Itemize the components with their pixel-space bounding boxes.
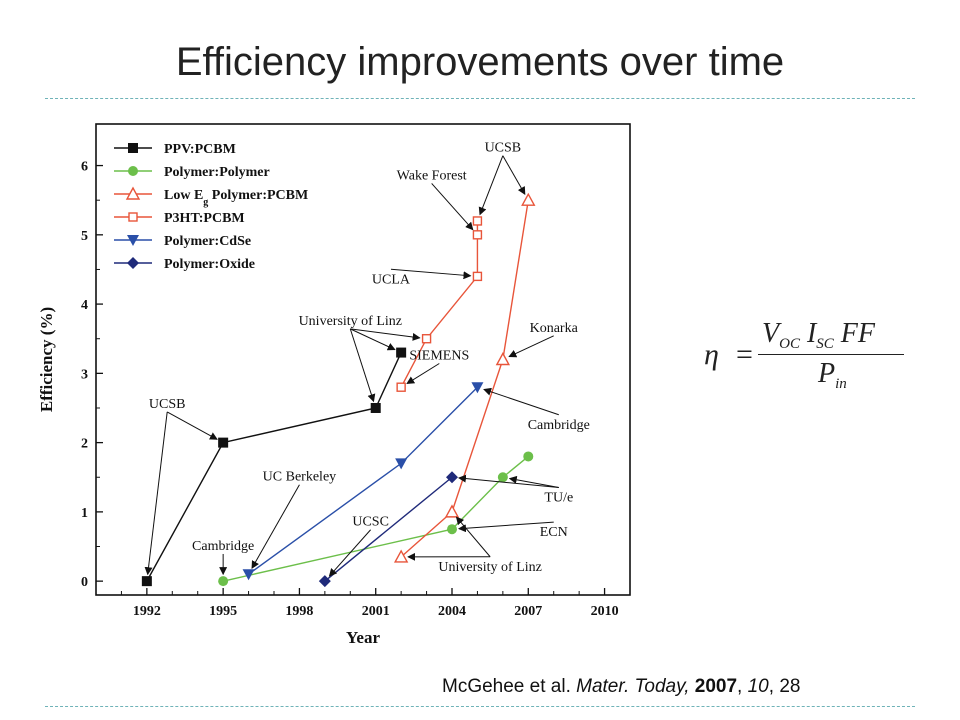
annotation-label: UCSB bbox=[485, 141, 522, 156]
legend-marker bbox=[128, 143, 138, 153]
y-tick-label: 2 bbox=[81, 437, 88, 452]
x-tick-label: 1995 bbox=[209, 604, 237, 619]
annotation-label: University of Linz bbox=[299, 314, 402, 329]
annotation-label: TU/e bbox=[544, 490, 573, 505]
x-tick-label: 2010 bbox=[591, 604, 619, 619]
data-point-ppv-pcbm bbox=[370, 402, 381, 413]
x-tick-label: 2007 bbox=[514, 604, 542, 619]
data-point-low-e bbox=[521, 192, 536, 206]
x-axis-label: Year bbox=[346, 628, 380, 647]
formula-numerator: VOC ISC FF bbox=[762, 318, 876, 352]
efficiency-formula: η = VOC ISC FF Pin bbox=[700, 318, 910, 398]
y-tick-label: 3 bbox=[81, 367, 88, 382]
y-axis-label: Efficiency (%) bbox=[37, 307, 56, 412]
annotation-label: UC Berkeley bbox=[263, 470, 336, 485]
annotation-arrow bbox=[251, 484, 300, 570]
annotation-label: UCSB bbox=[149, 397, 186, 412]
y-tick-label: 6 bbox=[81, 160, 88, 175]
annotation-label: SIEMENS bbox=[409, 349, 469, 364]
data-point-p3ht-pcbm bbox=[396, 382, 406, 392]
y-tick-label: 1 bbox=[81, 506, 88, 521]
legend-label: Polymer:CdSe bbox=[164, 234, 251, 249]
data-point-p3ht-pcbm bbox=[472, 271, 483, 282]
citation: McGehee et al. Mater. Today, 2007, 10, 2… bbox=[442, 676, 801, 697]
annotation-arrow bbox=[349, 328, 376, 403]
data-point-low-e bbox=[393, 549, 409, 563]
annotation-arrow bbox=[406, 363, 440, 385]
data-point-polymer-oxide bbox=[318, 575, 331, 588]
annotation-arrow bbox=[478, 155, 504, 216]
series-line-polymer-oxide bbox=[324, 476, 453, 582]
legend-marker bbox=[128, 166, 138, 176]
data-point-polymer-cdse bbox=[242, 569, 255, 581]
y-tick-label: 5 bbox=[81, 229, 88, 244]
plot-frame bbox=[95, 123, 631, 596]
x-tick-label: 2001 bbox=[362, 604, 390, 619]
legend-label: P3HT:PCBM bbox=[164, 211, 245, 226]
annotation-arrow bbox=[502, 155, 526, 195]
y-tick-label: 4 bbox=[81, 298, 88, 313]
annotation-arrow bbox=[508, 475, 559, 488]
data-point-ppv-pcbm bbox=[396, 347, 407, 358]
legend-marker bbox=[125, 186, 141, 200]
data-point-polymer-polymer bbox=[447, 524, 457, 535]
x-tick-label: 2004 bbox=[438, 604, 466, 619]
series-line-low-e bbox=[400, 200, 529, 558]
annotation-arrow bbox=[455, 516, 491, 558]
annotation-arrow bbox=[390, 268, 472, 280]
legend-marker bbox=[127, 257, 139, 269]
annotation-arrow bbox=[508, 335, 554, 358]
data-point-polymer-cdse bbox=[471, 382, 484, 394]
annotation-arrow bbox=[431, 183, 474, 231]
data-point-polymer-polymer bbox=[218, 576, 229, 587]
efficiency-chart: 1992 1995 1998 2001 2004 2007 2010 0 1 2 3 4 5 6 Year E… bbox=[37, 123, 631, 647]
annotation-label: UCLA bbox=[372, 272, 411, 287]
annotation-arrow bbox=[328, 529, 372, 577]
annotation-label: Cambridge bbox=[192, 539, 254, 554]
data-point-p3ht-pcbm bbox=[421, 334, 432, 344]
legend-marker bbox=[127, 235, 139, 246]
annotation-arrow bbox=[457, 474, 559, 488]
data-point-p3ht-pcbm bbox=[472, 216, 483, 226]
legend-label: PPV:PCBM bbox=[164, 142, 236, 157]
data-point-polymer-polymer bbox=[497, 472, 508, 483]
annotation-label: University of Linz bbox=[438, 560, 541, 575]
data-point-low-e bbox=[495, 352, 511, 366]
y-tick-label: 0 bbox=[81, 575, 88, 590]
annotation-label: UCSC bbox=[352, 515, 389, 530]
formula-fraction-bar bbox=[758, 354, 904, 355]
data-point-p3ht-pcbm bbox=[472, 230, 483, 240]
formula-equals: = bbox=[736, 338, 753, 371]
formula-eta: η bbox=[704, 338, 719, 371]
formula-denominator: Pin bbox=[818, 358, 847, 392]
legend-marker bbox=[128, 212, 138, 222]
annotation-label: Wake Forest bbox=[397, 168, 467, 183]
annotation-label: ECN bbox=[540, 525, 568, 540]
legend-label: Low Eg Polymer:PCBM bbox=[164, 188, 308, 208]
data-point-low-e bbox=[444, 504, 460, 518]
data-point-ppv-pcbm bbox=[141, 576, 152, 587]
annotation-arrow bbox=[350, 328, 396, 351]
x-tick-label: 1998 bbox=[285, 604, 313, 619]
annotation-arrow bbox=[457, 521, 554, 533]
data-point-polymer-polymer bbox=[523, 451, 534, 462]
slide-title: Efficiency improvements over time bbox=[175, 40, 785, 84]
annotation-label: Konarka bbox=[530, 321, 579, 336]
series-line-ppv-pcbm bbox=[146, 352, 402, 582]
data-point-ppv-pcbm bbox=[218, 437, 229, 448]
bottom-divider bbox=[45, 706, 915, 707]
series-line-polymer-polymer bbox=[222, 455, 529, 582]
data-point-polymer-cdse bbox=[395, 458, 408, 470]
annotation-arrow bbox=[166, 411, 218, 440]
legend-label: Polymer:Oxide bbox=[164, 257, 255, 272]
annotation-arrow bbox=[144, 411, 168, 576]
top-divider bbox=[45, 98, 915, 99]
x-tick-label: 1992 bbox=[133, 604, 161, 619]
annotation-arrow bbox=[483, 387, 559, 416]
legend-label: Polymer:Polymer bbox=[164, 165, 270, 180]
annotation-arrow bbox=[350, 328, 421, 341]
data-point-polymer-oxide bbox=[446, 471, 458, 484]
annotation-label: Cambridge bbox=[528, 418, 590, 433]
